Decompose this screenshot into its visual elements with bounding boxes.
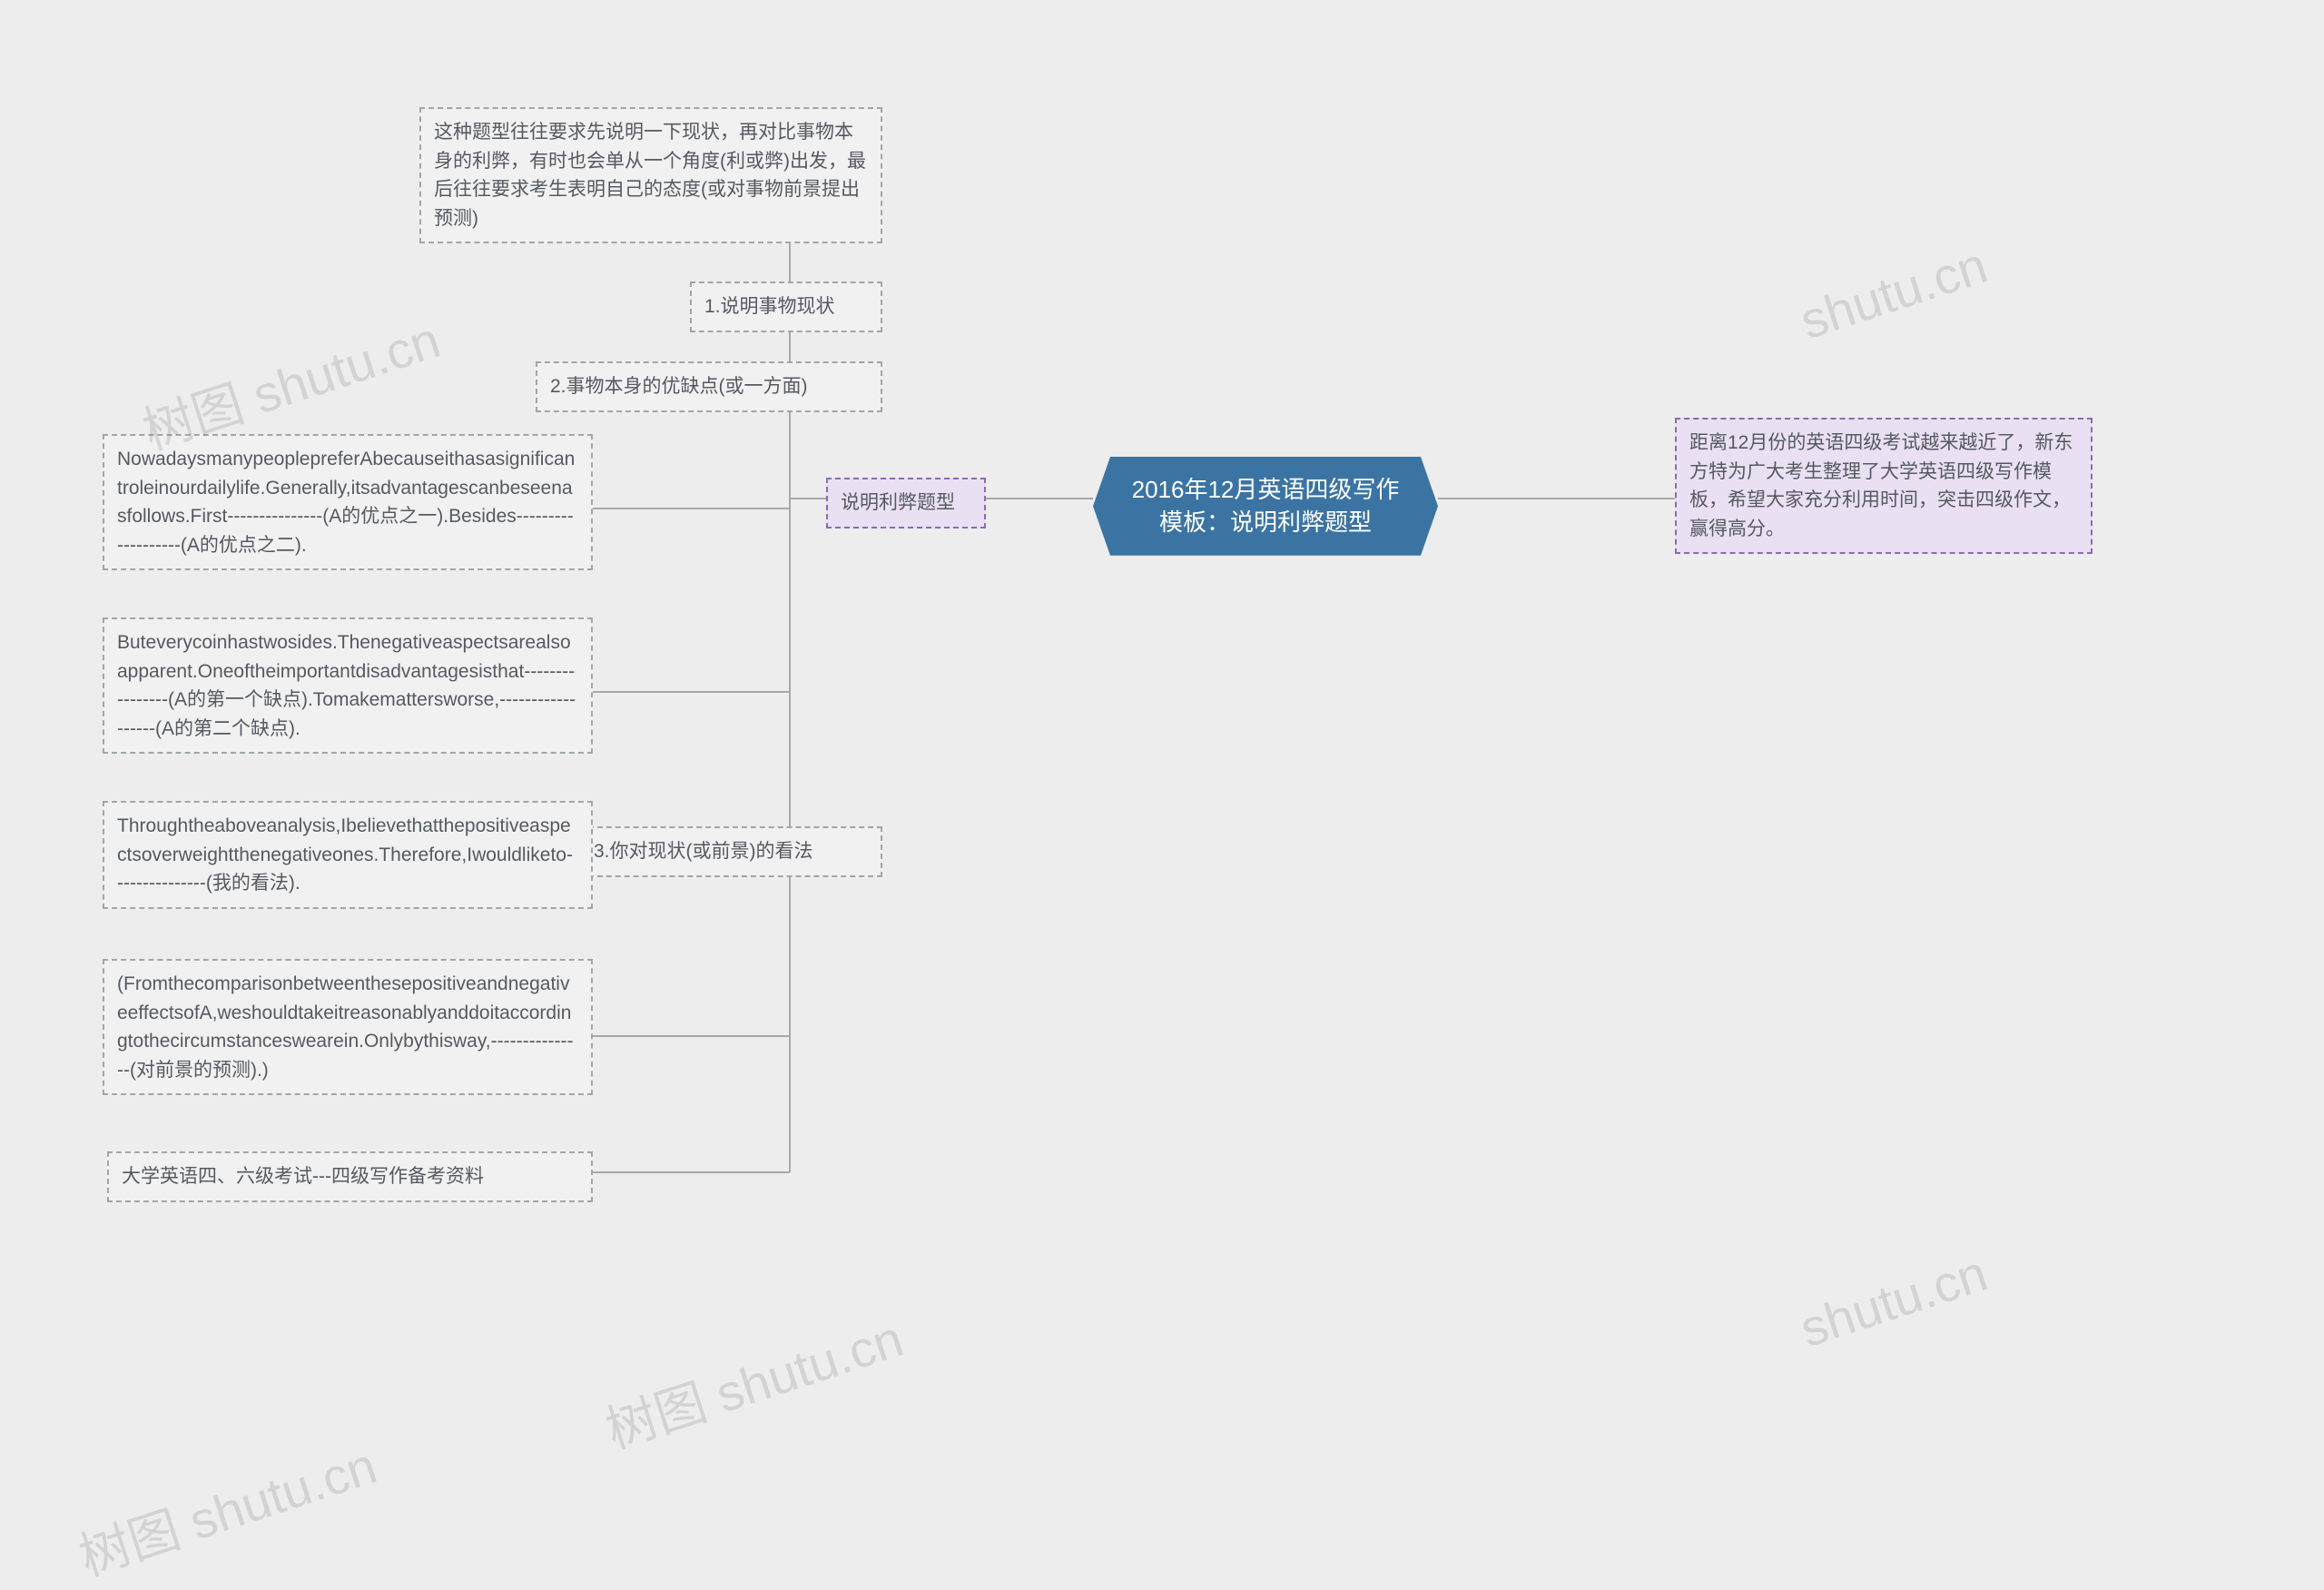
leaf-para3: Throughtheaboveanalysis,Ibelievethatthep… bbox=[103, 801, 593, 909]
right-branch-node: 距离12月份的英语四级考试越来越近了，新东方特为广大考生整理了大学英语四级写作模… bbox=[1675, 418, 2093, 554]
leaf-text: 1.说明事物现状 bbox=[704, 296, 835, 317]
leaf-p2: 2.事物本身的优缺点(或一方面) bbox=[536, 361, 882, 412]
left-branch-text: 说明利弊题型 bbox=[841, 492, 955, 513]
leaf-text: 大学英语四、六级考试---四级写作备考资料 bbox=[122, 1166, 484, 1187]
leaf-text: 2.事物本身的优缺点(或一方面) bbox=[550, 376, 808, 397]
watermark: shutu.cn bbox=[1793, 235, 1994, 351]
leaf-para4: (Fromthecomparisonbetweenthesepositivean… bbox=[103, 959, 593, 1095]
leaf-p3: 3.你对现状(或前景)的看法 bbox=[579, 826, 882, 877]
leaf-text: 这种题型往往要求先说明一下现状，再对比事物本身的利弊，有时也会单从一个角度(利或… bbox=[434, 122, 866, 229]
leaf-p1: 1.说明事物现状 bbox=[690, 281, 882, 332]
leaf-text: NowadaysmanypeoplepreferAbecauseithasasi… bbox=[117, 449, 575, 556]
leaf-text: Throughtheaboveanalysis,Ibelievethatthep… bbox=[117, 815, 573, 894]
root-text: 2016年12月英语四级写作模板：说明利弊题型 bbox=[1132, 476, 1400, 536]
leaf-para1: NowadaysmanypeoplepreferAbecauseithasasi… bbox=[103, 434, 593, 570]
leaf-text: (Fromthecomparisonbetweenthesepositivean… bbox=[117, 973, 574, 1081]
watermark: shutu.cn bbox=[1793, 1243, 1994, 1358]
root-node: 2016年12月英语四级写作模板：说明利弊题型 bbox=[1093, 457, 1438, 556]
leaf-desc: 这种题型往往要求先说明一下现状，再对比事物本身的利弊，有时也会单从一个角度(利或… bbox=[419, 107, 882, 243]
leaf-text: Buteverycoinhastwosides.Thenegativeaspec… bbox=[117, 632, 576, 739]
leaf-text: 3.你对现状(或前景)的看法 bbox=[594, 841, 813, 862]
watermark: 树图 shutu.cn bbox=[596, 1299, 911, 1464]
leaf-ref: 大学英语四、六级考试---四级写作备考资料 bbox=[107, 1151, 593, 1202]
watermark: 树图 shutu.cn bbox=[69, 1426, 385, 1590]
left-branch-node: 说明利弊题型 bbox=[826, 478, 986, 528]
right-branch-text: 距离12月份的英语四级考试越来越近了，新东方特为广大考生整理了大学英语四级写作模… bbox=[1689, 432, 2073, 539]
leaf-para2: Buteverycoinhastwosides.Thenegativeaspec… bbox=[103, 617, 593, 754]
